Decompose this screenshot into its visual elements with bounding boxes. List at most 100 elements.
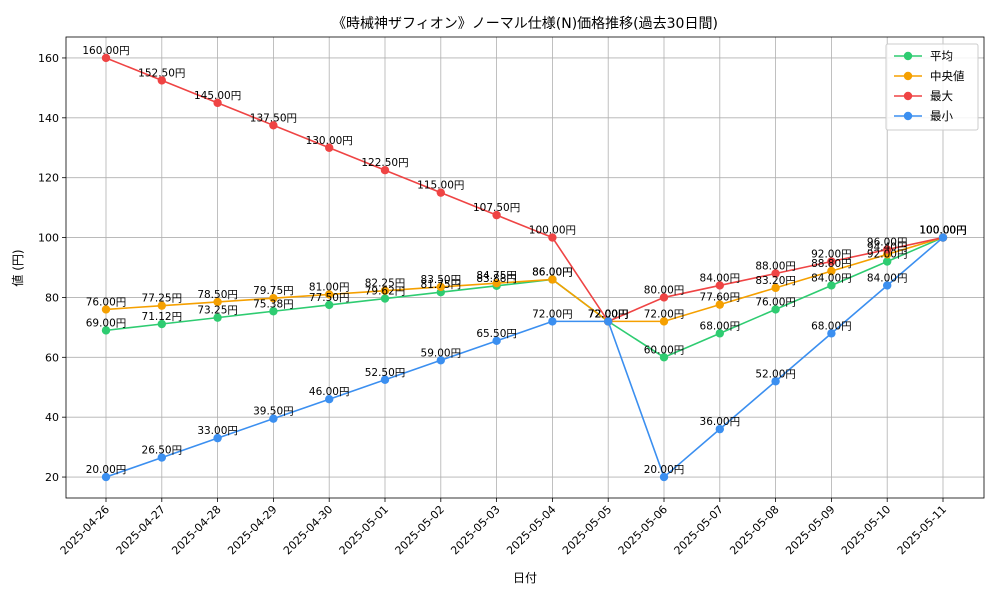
data-label: 78.50円 bbox=[197, 289, 238, 301]
data-label: 52.00円 bbox=[755, 368, 796, 380]
data-point bbox=[548, 233, 557, 242]
grid bbox=[66, 37, 984, 498]
x-tick-label: 2025-05-03 bbox=[448, 503, 502, 557]
data-point bbox=[715, 281, 724, 290]
legend-swatch-marker bbox=[903, 91, 913, 101]
data-point bbox=[325, 300, 334, 310]
data-label: 81.75円 bbox=[421, 279, 462, 291]
data-point bbox=[883, 257, 892, 266]
data-point bbox=[659, 353, 669, 362]
data-label: 71.12円 bbox=[142, 311, 183, 323]
y-tick-label: 160 bbox=[38, 52, 59, 65]
data-label: 20.00円 bbox=[86, 464, 127, 476]
data-label: 82.25円 bbox=[365, 278, 406, 290]
data-point bbox=[771, 269, 780, 278]
data-label: 107.50円 bbox=[473, 202, 520, 214]
data-label: 145.00円 bbox=[194, 90, 241, 102]
data-point bbox=[771, 283, 780, 293]
series-line-0 bbox=[105, 236, 944, 359]
data-label: 84.00円 bbox=[867, 272, 908, 284]
data-label: 69.00円 bbox=[86, 317, 127, 329]
data-label: 100.00円 bbox=[919, 225, 966, 237]
data-label: 86.00円 bbox=[532, 266, 573, 278]
legend-entry: 最小 bbox=[930, 109, 953, 123]
data-label: 68.00円 bbox=[700, 320, 741, 332]
y-tick-label: 60 bbox=[45, 351, 59, 364]
legend-swatch-marker bbox=[903, 71, 913, 81]
data-point bbox=[883, 245, 892, 254]
legend-entry: 中央値 bbox=[930, 69, 965, 83]
data-label: 33.00円 bbox=[197, 425, 238, 437]
data-point bbox=[101, 326, 111, 335]
x-tick-label: 2025-05-10 bbox=[839, 503, 893, 557]
data-label: 68.00円 bbox=[811, 320, 852, 332]
data-point bbox=[157, 76, 166, 85]
data-label: 100.00円 bbox=[919, 225, 966, 237]
data-label: 81.00円 bbox=[309, 281, 350, 293]
data-label: 84.00円 bbox=[700, 272, 741, 284]
data-point bbox=[436, 356, 445, 365]
data-label: 115.00円 bbox=[417, 180, 464, 192]
legend-entry: 最大 bbox=[930, 89, 953, 103]
x-tick-label: 2025-05-02 bbox=[393, 503, 447, 557]
data-label: 76.00円 bbox=[755, 296, 796, 308]
data-label: 160.00円 bbox=[82, 45, 129, 57]
x-tick-label: 2025-05-05 bbox=[560, 503, 614, 557]
data-label: 60.00円 bbox=[644, 344, 685, 356]
data-label: 152.50円 bbox=[138, 67, 185, 79]
x-tick-label: 2025-05-09 bbox=[783, 503, 837, 557]
data-label: 100.00円 bbox=[919, 225, 966, 237]
data-point bbox=[213, 297, 222, 307]
data-label: 77.50円 bbox=[309, 292, 350, 304]
data-point bbox=[492, 210, 501, 220]
x-tick-label: 2025-04-28 bbox=[169, 503, 223, 557]
data-point bbox=[269, 121, 278, 130]
data-labels: 69.00円 71.12円 73.25円 75.38円 77.50円 79.62円 81.7… bbox=[82, 45, 966, 476]
data-label: 46.00円 bbox=[309, 386, 350, 398]
data-point bbox=[492, 336, 501, 346]
data-label: 72.00円 bbox=[588, 308, 629, 320]
data-point bbox=[827, 266, 836, 276]
data-point bbox=[436, 188, 445, 197]
data-point bbox=[548, 275, 557, 284]
x-tick-label: 2025-04-29 bbox=[225, 503, 279, 557]
data-point bbox=[101, 472, 111, 482]
data-point bbox=[269, 307, 278, 316]
data-label: 73.25円 bbox=[197, 305, 238, 317]
data-label: 88.80円 bbox=[811, 258, 852, 270]
data-point bbox=[883, 281, 892, 290]
y-tick-label: 120 bbox=[38, 172, 59, 185]
data-label: 65.50円 bbox=[476, 328, 517, 340]
data-point bbox=[269, 414, 278, 423]
legend-entry: 平均 bbox=[930, 49, 953, 63]
data-point bbox=[715, 329, 724, 338]
x-axis-label: 日付 bbox=[513, 571, 537, 585]
data-point bbox=[157, 319, 166, 329]
y-axis-ticks: 20 40 60 80 100 120 140 160 bbox=[38, 52, 66, 484]
data-point bbox=[380, 375, 390, 384]
data-point bbox=[213, 313, 222, 322]
x-tick-label: 2025-04-30 bbox=[281, 503, 335, 557]
legend-swatch-marker bbox=[903, 51, 913, 61]
data-point bbox=[659, 293, 669, 302]
data-label: 72.00円 bbox=[588, 308, 629, 320]
data-label: 92.00円 bbox=[811, 249, 852, 261]
x-tick-label: 2025-05-11 bbox=[895, 503, 949, 557]
data-label: 96.00円 bbox=[867, 237, 908, 249]
data-label: 92.00円 bbox=[867, 249, 908, 261]
data-label: 122.50円 bbox=[361, 157, 408, 169]
data-point bbox=[213, 433, 222, 443]
data-point bbox=[715, 424, 724, 434]
data-label: 20.00円 bbox=[644, 464, 685, 476]
data-label: 86.00円 bbox=[532, 266, 573, 278]
data-label: 83.50円 bbox=[421, 274, 462, 286]
data-point bbox=[325, 143, 334, 152]
y-tick-label: 100 bbox=[38, 232, 59, 245]
data-point bbox=[436, 282, 445, 292]
data-label: 83.88円 bbox=[476, 273, 517, 285]
data-label: 137.50円 bbox=[250, 112, 297, 124]
plot-frame bbox=[65, 36, 985, 499]
data-label: 72.00円 bbox=[588, 308, 629, 320]
x-axis-ticks: 2025-04-26 2025-04-27 2025-04-28 2025-04-29… bbox=[58, 498, 949, 557]
data-label: 36.00円 bbox=[700, 416, 741, 428]
